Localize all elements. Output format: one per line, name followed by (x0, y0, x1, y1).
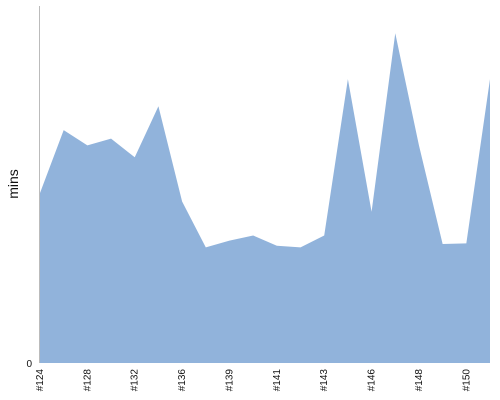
y-tick-label: 0 (26, 359, 32, 370)
y-axis-ticks: 0 (26, 359, 32, 370)
x-tick-label: #136 (177, 369, 188, 392)
x-tick-label: #128 (82, 369, 93, 392)
x-tick-label: #143 (319, 369, 330, 392)
x-tick-label: #132 (130, 369, 141, 392)
x-tick-label: #139 (224, 369, 235, 392)
x-tick-label: #141 (272, 369, 283, 392)
plot-area (40, 33, 490, 363)
x-tick-label: #148 (414, 369, 425, 392)
x-tick-label: #124 (35, 369, 46, 392)
series-area (40, 33, 490, 363)
x-tick-label: #150 (461, 369, 472, 392)
x-axis-ticks: #124 #128 #132 #136 #139 #141 #143 #146 #148 #150 (35, 369, 472, 392)
y-axis-label: mins (5, 169, 21, 199)
x-tick-label: #146 (367, 369, 378, 392)
